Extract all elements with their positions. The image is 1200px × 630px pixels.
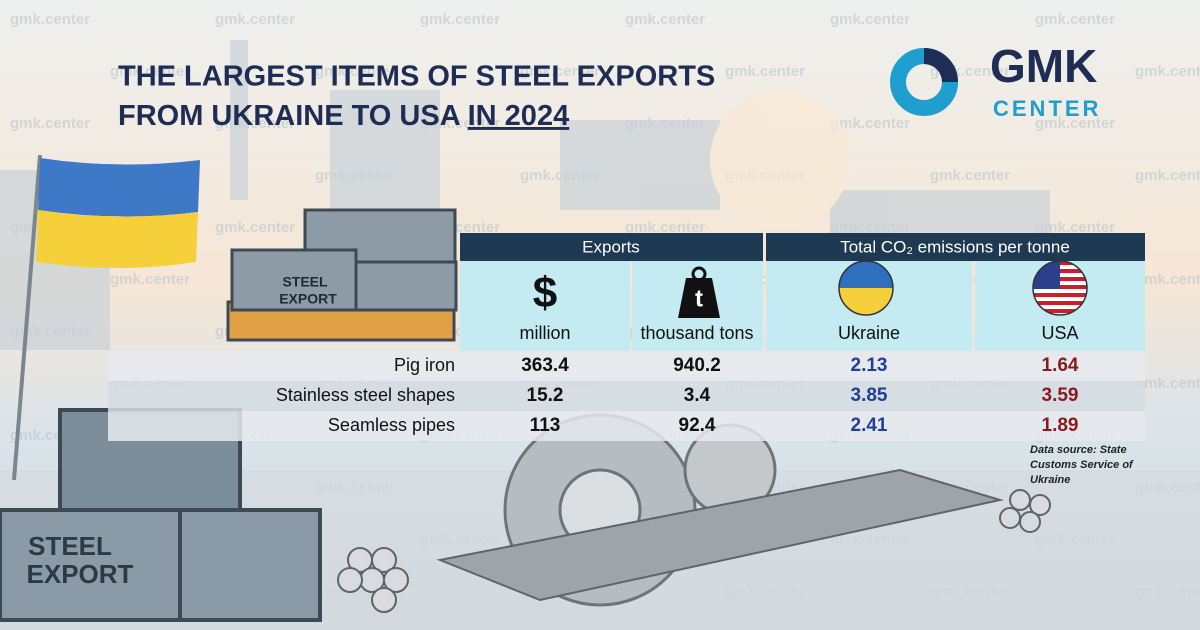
cell-value: 3.59	[1042, 385, 1079, 406]
weight-icon-label: t	[695, 285, 703, 312]
row-label: Stainless steel shapes	[276, 385, 455, 405]
column-label: Ukraine	[838, 323, 900, 343]
watermark: gmk.center	[420, 11, 500, 28]
cell-value: 363.4	[521, 355, 569, 376]
crate-label: EXPORT	[27, 559, 134, 589]
watermark: gmk.center	[1035, 11, 1115, 28]
watermark: gmk.center	[110, 63, 190, 80]
watermark: gmk.center	[215, 219, 295, 236]
cell-value: 1.89	[1042, 415, 1079, 436]
watermark: gmk.center	[420, 115, 500, 132]
title-line: FROM UKRAINE TO USA IN 2024	[118, 100, 569, 132]
cell-value: 940.2	[673, 355, 721, 376]
source: Data source: State	[1030, 444, 1127, 456]
watermark: gmk.center	[725, 63, 805, 80]
source: Customs Service of	[1030, 459, 1134, 471]
weight-icon	[678, 278, 720, 318]
watermark: gmk.center	[625, 219, 705, 236]
group-header	[766, 233, 1145, 261]
watermark: gmk.center	[10, 11, 90, 28]
title-highlight: IN 2024	[468, 100, 570, 132]
watermark: gmk.center	[1135, 167, 1200, 184]
watermark: gmk.center	[830, 11, 910, 28]
cell-value: 3.4	[684, 385, 711, 406]
column-label: million	[519, 323, 570, 343]
steel-products	[337, 413, 1051, 613]
watermark: gmk.center	[215, 11, 295, 28]
watermark: gmk.center	[1035, 115, 1115, 132]
row-label: Seamless pipes	[328, 415, 455, 435]
watermark: gmk.center	[625, 11, 705, 28]
cell-value: 2.13	[851, 355, 888, 376]
watermark: gmk.center	[830, 115, 910, 132]
cell-value: 3.85	[851, 385, 888, 406]
table: Exports Total CO₂ emissions per tonne $ …	[108, 233, 1145, 441]
group-header	[460, 233, 763, 261]
column-label: thousand tons	[640, 323, 753, 343]
group-label: Total CO₂ emissions per tonne	[840, 237, 1070, 256]
title-text: FROM UKRAINE TO USA	[118, 100, 461, 132]
watermark: gmk.center	[315, 63, 395, 80]
crate-small: STEEL EXPORT	[226, 208, 458, 342]
column-header	[460, 261, 630, 351]
watermark: gmk.center	[1135, 271, 1200, 288]
title-line: THE LARGEST ITEMS OF STEEL EXPORTS	[118, 61, 715, 93]
watermark: gmk.center	[930, 167, 1010, 184]
table-body: million thousand tons Ukraine USA Pig iron 36…	[108, 323, 1145, 441]
row-band	[108, 411, 1145, 441]
crate-large: STEEL EXPORT	[0, 408, 322, 622]
watermark: gmk.center	[110, 271, 190, 288]
watermark: gmk.center	[1035, 219, 1115, 236]
crate-label: EXPORT	[279, 291, 337, 307]
group-label: Exports	[582, 237, 640, 256]
watermark: gmk.center	[520, 63, 600, 80]
cell-value: 92.4	[679, 415, 716, 436]
row-band	[108, 351, 1145, 381]
logo-name: GMK	[990, 40, 1097, 92]
watermark: gmk.center	[1135, 63, 1200, 80]
logo-sub: CENTER	[993, 96, 1101, 121]
row-label: Pig iron	[394, 355, 455, 375]
column-label: USA	[1041, 323, 1078, 343]
logo: GMK CENTER	[890, 40, 1101, 121]
crate-label: STEEL	[28, 531, 112, 561]
cell-value: 113	[530, 415, 561, 436]
cell-value: 1.64	[1042, 355, 1079, 376]
watermark: gmk.center	[1135, 375, 1200, 392]
cell-value: 2.41	[851, 415, 888, 436]
crate-label: STEEL	[282, 274, 328, 290]
cell-value: 15.2	[527, 385, 564, 406]
source: Ukraine	[1030, 474, 1070, 486]
row-band	[108, 381, 1145, 411]
watermark: gmk.center	[10, 115, 90, 132]
ukraine-flag	[12, 154, 200, 481]
dollar-icon: $	[533, 269, 557, 318]
